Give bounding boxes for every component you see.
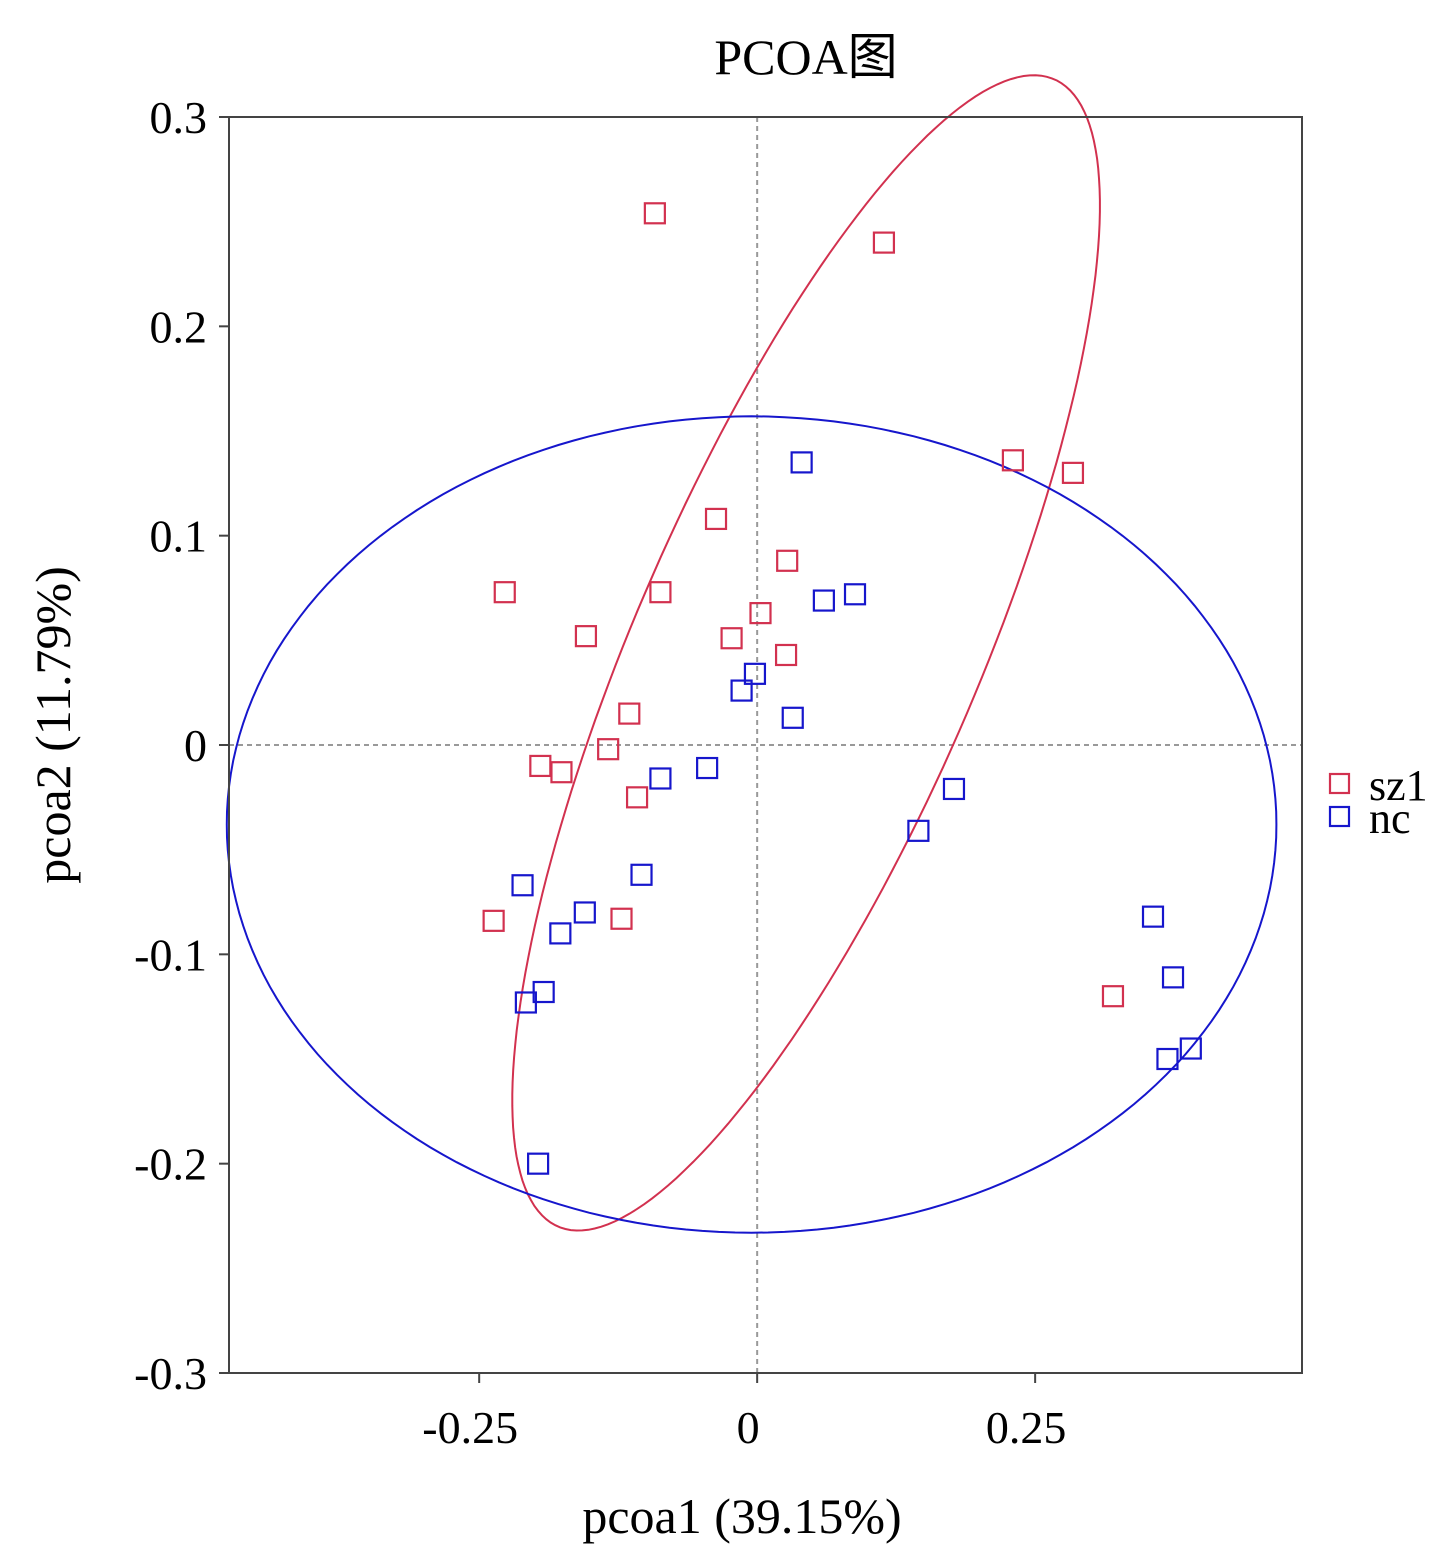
nc-point [812, 589, 835, 612]
sz1-point [749, 602, 772, 625]
sz1-point [482, 909, 505, 932]
legend-label-sz1: sz1 [1369, 761, 1428, 810]
nc-point [790, 451, 813, 474]
nc-point [696, 756, 719, 780]
sz1-point [1061, 461, 1085, 484]
legend-label-nc: nc [1369, 794, 1411, 843]
nc-point [1141, 905, 1165, 928]
reference-lines [229, 117, 1302, 1373]
nc-point [843, 583, 867, 606]
nc-point [781, 706, 804, 729]
nc-point [511, 874, 534, 897]
nc-point [907, 819, 930, 842]
legend-marker-nc [1328, 805, 1351, 828]
sz1-point [649, 581, 672, 604]
nc-ellipse [225, 415, 1278, 1234]
y-tick-label: -0.2 [134, 1139, 207, 1190]
sz1-point [774, 643, 798, 667]
sz1-point [618, 702, 641, 725]
sz1-point [550, 761, 573, 784]
sz1-point [1101, 985, 1125, 1008]
nc-point [743, 662, 767, 685]
nc-point [549, 922, 572, 945]
y-tick-label: 0 [184, 720, 207, 771]
sz1-point [643, 202, 666, 225]
legend-marker-sz1 [1328, 772, 1351, 795]
nc-point [514, 991, 537, 1014]
y-axis-label: pcoa2 (11.79%) [25, 566, 81, 883]
y-tick-label: 0.2 [150, 301, 208, 352]
sz1-point [720, 627, 743, 650]
sz1-point [1001, 449, 1025, 472]
sz1-point [597, 738, 620, 761]
nc-point [630, 863, 653, 886]
nc-point [573, 901, 596, 924]
nc-point [730, 679, 753, 702]
nc-point [1179, 1037, 1202, 1060]
nc-point [1156, 1047, 1179, 1071]
data-points [482, 202, 1202, 1175]
nc-point [942, 777, 966, 801]
x-tick-label: 0 [737, 1402, 760, 1453]
sz1-ellipse [511, 74, 1101, 1232]
sz1-point [574, 625, 598, 648]
confidence-ellipses [225, 74, 1278, 1234]
y-tick-label: -0.1 [134, 929, 207, 980]
nc-point [527, 1152, 550, 1175]
y-tick-label: 0.1 [150, 511, 208, 562]
nc-point [1161, 966, 1185, 989]
sz1-point [529, 754, 552, 778]
sz1-point [704, 507, 728, 531]
sz1-point [625, 786, 649, 809]
sz1-point [610, 907, 633, 930]
sz1-point [776, 549, 799, 572]
x-tick-label: -0.25 [422, 1402, 518, 1453]
y-tick-label: -0.3 [134, 1348, 207, 1399]
nc-point [649, 767, 672, 790]
x-axis-label: pcoa1 (39.15%) [582, 1488, 901, 1544]
sz1-point [493, 581, 516, 604]
axes: -0.3 -0.2 -0.1 0 0.1 0.2 0.3 -0.25 0 0.25 [134, 92, 1066, 1453]
sz1-point [872, 231, 896, 254]
y-tick-label: 0.3 [150, 92, 208, 143]
chart-title: PCOA图 [714, 29, 897, 85]
x-tick-label: 0.25 [986, 1402, 1067, 1453]
